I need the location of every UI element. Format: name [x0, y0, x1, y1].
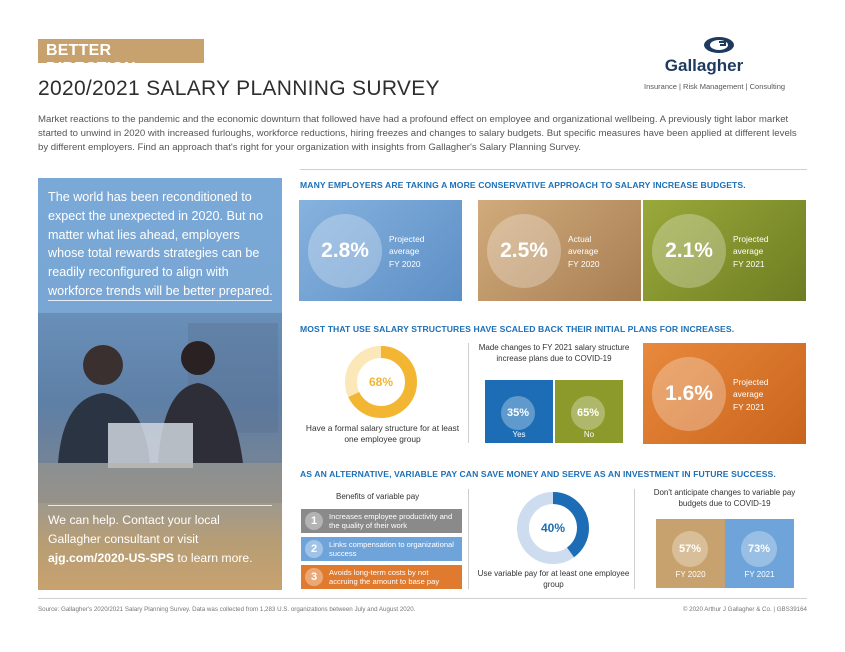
yes-value: 35% — [501, 396, 535, 430]
stat-label: Projected average FY 2021 — [733, 377, 769, 412]
projected-fy2021-structure-tile: 1.6% Projected average FY 2021 — [643, 343, 806, 444]
divider — [48, 505, 272, 506]
logo-wordmark: Gallagher — [664, 56, 744, 75]
donut-value: 68% — [369, 375, 393, 389]
no-value: 65% — [571, 396, 605, 430]
stat-value: 2.1% — [652, 214, 726, 288]
left-quote: The world has been reconditioned to expe… — [48, 190, 273, 298]
yes-label: Yes — [512, 430, 526, 439]
salary-structure-donut: 68% — [345, 346, 417, 418]
better-direction-tag: BETTER DIRECTION — [38, 39, 204, 77]
donut-arc — [517, 492, 589, 564]
section3-heading: AS AN ALTERNATIVE, VARIABLE PAY CAN SAVE… — [300, 469, 776, 479]
copyright: © 2020 Arthur J Gallagher & Co. | GBS391… — [682, 606, 807, 613]
projected-fy2021-tile: 2.1% Projected average FY 2021 — [643, 200, 806, 301]
no-box: 65% No — [555, 380, 623, 443]
covid-changes-caption: Made changes to FY 2021 salary structure… — [478, 343, 630, 363]
cta-url-link[interactable]: ajg.com/2020-US-SPS — [48, 551, 174, 565]
benefit-text: Avoids long-term costs by not accruing t… — [329, 568, 440, 586]
logo-tagline: Insurance | Risk Management | Consulting — [644, 82, 786, 91]
divider — [468, 343, 469, 443]
donut-value: 40% — [541, 521, 565, 535]
benefit-text: Increases employee productivity and the … — [329, 512, 453, 530]
divider — [48, 300, 272, 301]
stat-label: Projected average FY 2020 — [389, 234, 425, 269]
no-changes-caption: Don't anticipate changes to variable pay… — [653, 488, 796, 508]
stat-value: 1.6% — [652, 357, 726, 431]
fy2020-value: 57% — [672, 531, 708, 567]
divider — [634, 489, 635, 589]
stat-value: 2.5% — [487, 214, 561, 288]
divider — [468, 489, 469, 589]
benefit-item: 3 Avoids long-term costs by not accruing… — [301, 565, 462, 589]
cta-text: We can help. Contact your local Gallaghe… — [48, 513, 220, 546]
benefit-number: 3 — [305, 568, 323, 586]
stat-value: 2.8% — [308, 214, 382, 288]
gallagher-logo: Gallagher Insurance | Risk Management | … — [644, 36, 804, 96]
divider — [300, 169, 807, 170]
fy2021-box: 73% FY 2021 — [725, 519, 794, 588]
stat-label: Actual average FY 2020 — [568, 234, 600, 269]
gallagher-globe-icon — [704, 37, 734, 53]
page-title: 2020/2021 SALARY PLANNING SURVEY — [38, 77, 440, 100]
source-note: Source: Gallagher's 2020/2021 Salary Pla… — [38, 606, 416, 613]
fy2021-value: 73% — [741, 531, 777, 567]
section1-heading: MANY EMPLOYERS ARE TAKING A MORE CONSERV… — [300, 180, 746, 190]
divider — [38, 598, 807, 599]
intro-paragraph: Market reactions to the pandemic and the… — [38, 114, 797, 153]
benefit-text: Links compensation to organizational suc… — [329, 540, 454, 558]
fy2020-box: 57% FY 2020 — [656, 519, 725, 588]
benefits-heading: Benefits of variable pay — [336, 492, 420, 501]
fy2021-label: FY 2021 — [744, 570, 775, 579]
cta-text-end: to learn more. — [174, 551, 253, 565]
donut-caption: Use variable pay for at least one employ… — [477, 569, 630, 589]
no-label: No — [583, 430, 595, 439]
business-people-photo — [38, 313, 282, 503]
yes-box: 35% Yes — [485, 380, 553, 443]
actual-fy2020-tile: 2.5% Actual average FY 2020 — [478, 200, 641, 301]
benefit-number: 1 — [305, 512, 323, 530]
stat-label: Projected average FY 2021 — [733, 234, 769, 269]
fy2020-label: FY 2020 — [675, 570, 706, 579]
donut-caption: Have a formal salary structure for at le… — [305, 423, 460, 444]
benefit-item: 1 Increases employee productivity and th… — [301, 509, 462, 533]
contact-cta: We can help. Contact your local Gallaghe… — [48, 511, 274, 568]
variable-pay-donut: 40% — [517, 492, 589, 564]
left-panel: The world has been reconditioned to expe… — [38, 178, 282, 590]
projected-fy2020-tile: 2.8% Projected average FY 2020 — [299, 200, 462, 301]
benefit-item: 2 Links compensation to organizational s… — [301, 537, 462, 561]
benefit-number: 2 — [305, 540, 323, 558]
donut-arc — [345, 346, 417, 418]
section2-heading: MOST THAT USE SALARY STRUCTURES HAVE SCA… — [300, 324, 735, 334]
